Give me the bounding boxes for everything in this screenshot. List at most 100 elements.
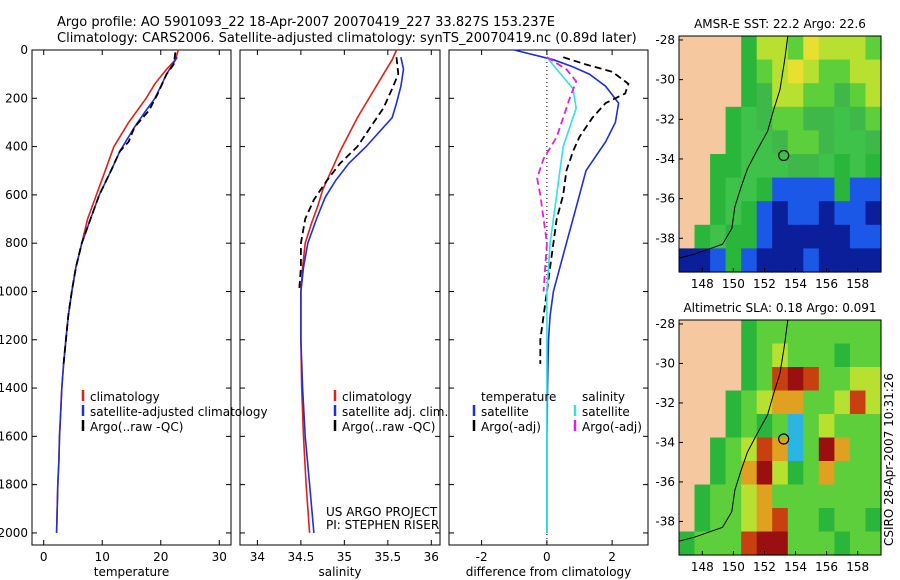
map-cell	[725, 508, 742, 533]
map-cell	[741, 343, 758, 368]
map-cell	[849, 83, 866, 108]
map-cell	[849, 36, 866, 61]
map-cell	[679, 367, 696, 392]
y-tick-label: 1200	[0, 333, 28, 347]
map-cell	[772, 154, 789, 179]
map-cell	[756, 248, 773, 273]
side-timestamp-label: CSIRO 28-Apr-2007 10:31:26	[882, 373, 896, 546]
map-cell	[694, 343, 711, 368]
map-cell	[679, 59, 696, 84]
map-cell	[772, 201, 789, 226]
temperature-panel: 0 10 20 30 0 200 400 600 800 1000 1200 1400 1600 1800…	[0, 43, 268, 579]
map-cell	[834, 320, 851, 345]
series-line	[300, 49, 398, 533]
x-tick-label: 20	[153, 550, 168, 564]
map-cell	[679, 437, 696, 462]
map-cell	[803, 414, 820, 439]
map-cell	[694, 83, 711, 108]
map-cell	[772, 224, 789, 249]
map-cell	[741, 367, 758, 392]
map-cell	[803, 59, 820, 84]
map-cell	[710, 390, 727, 415]
map-cell	[725, 83, 742, 108]
argo-float-marker	[778, 149, 790, 162]
legend-label: satellite	[481, 405, 529, 419]
map-cell	[725, 248, 742, 273]
map-y-tick-label: -36	[655, 192, 675, 206]
map-cell	[787, 224, 804, 249]
legend-label: Argo(-adj)	[481, 420, 541, 434]
map-cell	[772, 390, 789, 415]
map-x-tick-label: 156	[815, 277, 838, 291]
map-cell	[679, 154, 696, 179]
map-cell	[694, 130, 711, 155]
map-cell	[865, 106, 882, 131]
map-cell	[772, 177, 789, 202]
map-cell	[756, 437, 773, 462]
map-cell	[787, 320, 804, 345]
x-tick-label: -2	[476, 550, 488, 564]
legend-label: climatology	[342, 390, 412, 404]
map-cell	[772, 59, 789, 84]
map-cell	[679, 343, 696, 368]
y-tick-label: 200	[5, 91, 28, 105]
map-cell	[803, 484, 820, 509]
map-cell	[849, 414, 866, 439]
map-cell	[849, 130, 866, 155]
map-cell	[818, 531, 835, 556]
map-cell	[787, 531, 804, 556]
map-cell	[865, 414, 882, 439]
map-cell	[849, 531, 866, 556]
map-cell	[694, 320, 711, 345]
map-cell	[849, 343, 866, 368]
map-cell	[725, 224, 742, 249]
map-cell	[756, 343, 773, 368]
map-x-tick-label: 148	[691, 560, 714, 574]
map-cell	[803, 367, 820, 392]
map-cell	[865, 461, 882, 486]
map-cell	[679, 531, 696, 556]
map-cell	[756, 154, 773, 179]
map-cell	[865, 154, 882, 179]
map-cell	[725, 414, 742, 439]
map-cell	[818, 83, 835, 108]
map-cell	[803, 130, 820, 155]
map-cell	[803, 154, 820, 179]
map-cell	[756, 177, 773, 202]
pi-annotation: US ARGO PROJECT	[326, 505, 438, 519]
map-cell	[741, 248, 758, 273]
map-cell	[803, 320, 820, 345]
map-cell	[787, 367, 804, 392]
map-y-tick-label: -38	[655, 231, 675, 245]
map-cell	[818, 508, 835, 533]
map-cell	[710, 177, 727, 202]
map-x-tick-label: 156	[815, 560, 838, 574]
map-cell	[725, 320, 742, 345]
map-cell	[756, 367, 773, 392]
plot-frame	[239, 49, 441, 546]
map-cell	[865, 508, 882, 533]
map-cell	[818, 437, 835, 462]
series-line	[300, 57, 405, 533]
x-tick-label: 35	[337, 550, 352, 564]
map-y-tick-label: -28	[655, 317, 675, 331]
map-cell	[803, 83, 820, 108]
map-frame	[678, 35, 882, 273]
map-cell	[679, 484, 696, 509]
map-cell	[849, 154, 866, 179]
series-line	[546, 56, 578, 533]
legend-label: climatology	[90, 390, 160, 404]
series-line	[55, 56, 178, 533]
map-x-tick-label: 150	[722, 277, 745, 291]
map-cell	[772, 484, 789, 509]
pi-annotation: PI: STEPHEN RISER	[326, 518, 439, 532]
map-cell	[834, 36, 851, 61]
map-cell	[865, 177, 882, 202]
map-cell	[694, 177, 711, 202]
map-cell	[834, 461, 851, 486]
map-cell	[679, 224, 696, 249]
map-cell	[710, 414, 727, 439]
map-y-tick-label: -34	[655, 435, 675, 449]
legend-title: salinity	[582, 390, 625, 404]
plot-frame	[31, 49, 232, 546]
